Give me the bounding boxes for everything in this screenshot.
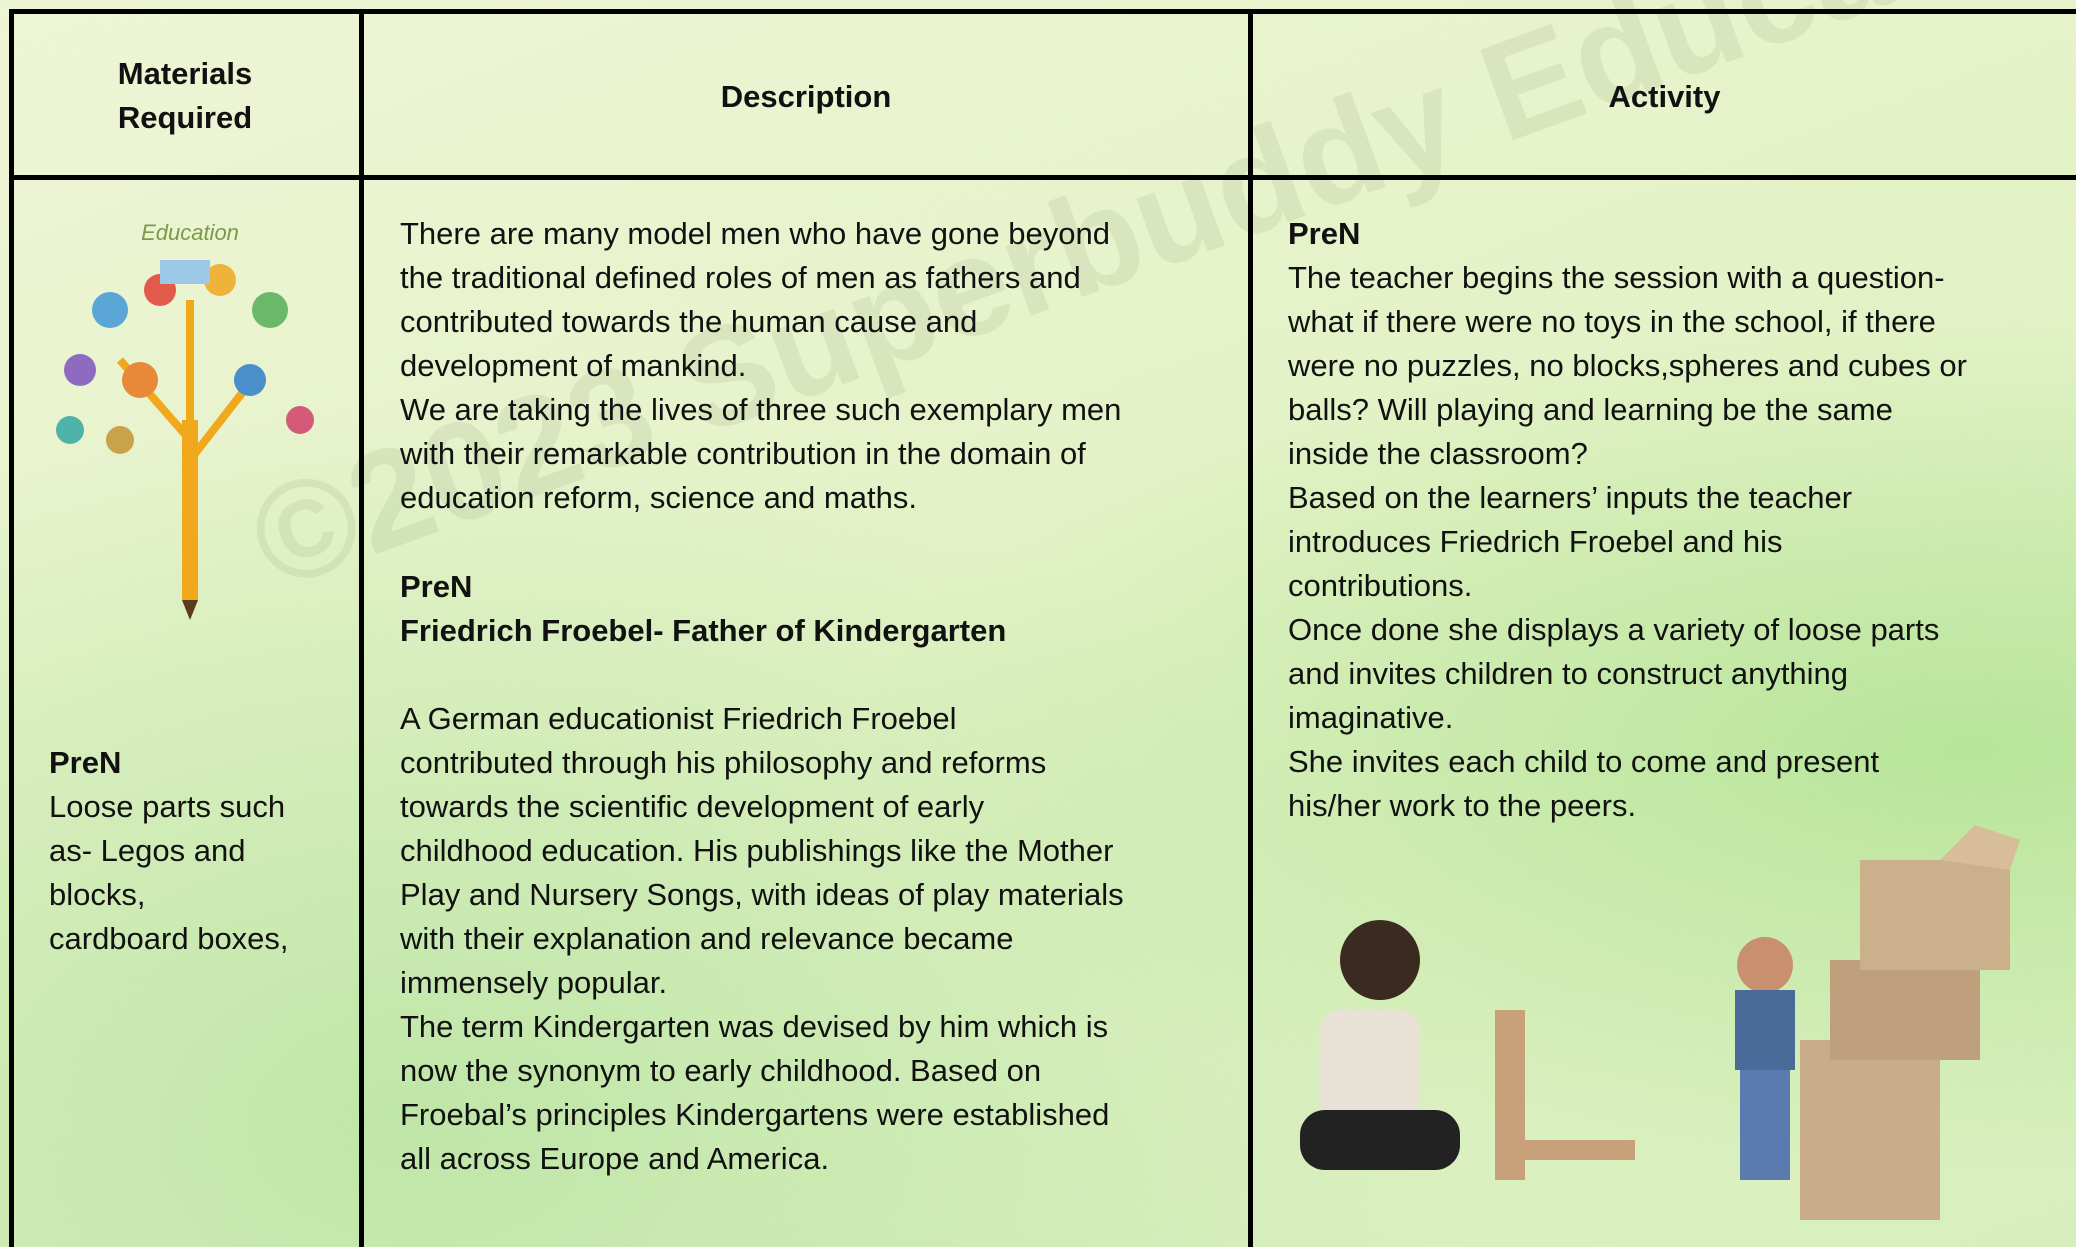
column-header: Activity: [1608, 79, 1721, 114]
cell-text: with their remarkable contribution in th…: [400, 436, 1086, 471]
cell-text: Play and Nursery Songs, with ideas of pl…: [400, 877, 1124, 912]
cell-text: Once done she displays a variety of loos…: [1288, 612, 1940, 647]
cell-heading: PreN: [1288, 216, 1361, 251]
cell-text: The term Kindergarten was devised by him…: [400, 1009, 1109, 1044]
cell-text: Froebal’s principles Kindergartens were …: [400, 1097, 1110, 1132]
cell-heading: PreN: [49, 745, 122, 780]
cell-text: education reform, science and maths.: [400, 480, 917, 515]
cell-text: towards the scientific development of ea…: [400, 789, 985, 824]
cell-text: development of mankind.: [400, 348, 747, 383]
cell-text: what if there were no toys in the school…: [1288, 304, 1936, 339]
cell-text: She invites each child to come and prese…: [1288, 744, 1880, 779]
cell-text: now the synonym to early childhood. Base…: [400, 1053, 1042, 1088]
children-with-blocks: [1300, 825, 2020, 1220]
cell-text: contributed through his philosophy and r…: [400, 745, 1047, 780]
cell-text: contributions.: [1288, 568, 1473, 603]
cell-text: the traditional defined roles of men as …: [400, 260, 1081, 295]
cell-text: cardboard boxes,: [49, 921, 289, 956]
border-top: [9, 9, 2076, 14]
cell-text: his/her work to the peers.: [1288, 788, 1637, 823]
cell-text: There are many model men who have gone b…: [400, 216, 1110, 251]
cell-text: imaginative.: [1288, 700, 1454, 735]
cell-text: all across Europe and America.: [400, 1141, 830, 1176]
cell-text: blocks,: [49, 877, 146, 912]
cell-text: balls? Will playing and learning be the …: [1288, 392, 1893, 427]
cell-text: with their explanation and relevance bec…: [400, 921, 1014, 956]
cell-text: and invites children to construct anythi…: [1288, 656, 1849, 691]
cell-text: A German educationist Friedrich Froebel: [400, 701, 957, 736]
column-rule: [359, 9, 364, 1247]
cell-text: introduces Friedrich Froebel and his: [1288, 524, 1783, 559]
cell-text: immensely popular.: [400, 965, 668, 1000]
border-left: [9, 9, 14, 1247]
svg-text:Education: Education: [141, 220, 239, 245]
cell-text: contributed towards the human cause and: [400, 304, 978, 339]
cell-text: inside the classroom?: [1288, 436, 1588, 471]
cell-subheading: Friedrich Froebel- Father of Kindergarte…: [400, 613, 1007, 648]
column-header: Materials Required: [117, 56, 253, 135]
column-header: Description: [720, 79, 892, 114]
cell-text: Loose parts such: [49, 789, 286, 824]
cell-heading: PreN: [400, 569, 473, 604]
column-rule: [1248, 9, 1253, 1247]
cell-text: childhood education. His publishings lik…: [400, 833, 1114, 868]
education-tree: Education: [56, 220, 314, 620]
cell-text: Based on the learners’ inputs the teache…: [1288, 480, 1853, 515]
cell-text: The teacher begins the session with a qu…: [1288, 260, 1945, 295]
cell-text: as- Legos and: [49, 833, 246, 868]
header-rule: [9, 175, 2076, 180]
cell-text: were no puzzles, no blocks,spheres and c…: [1288, 348, 1967, 383]
cell-text: We are taking the lives of three such ex…: [400, 392, 1122, 427]
